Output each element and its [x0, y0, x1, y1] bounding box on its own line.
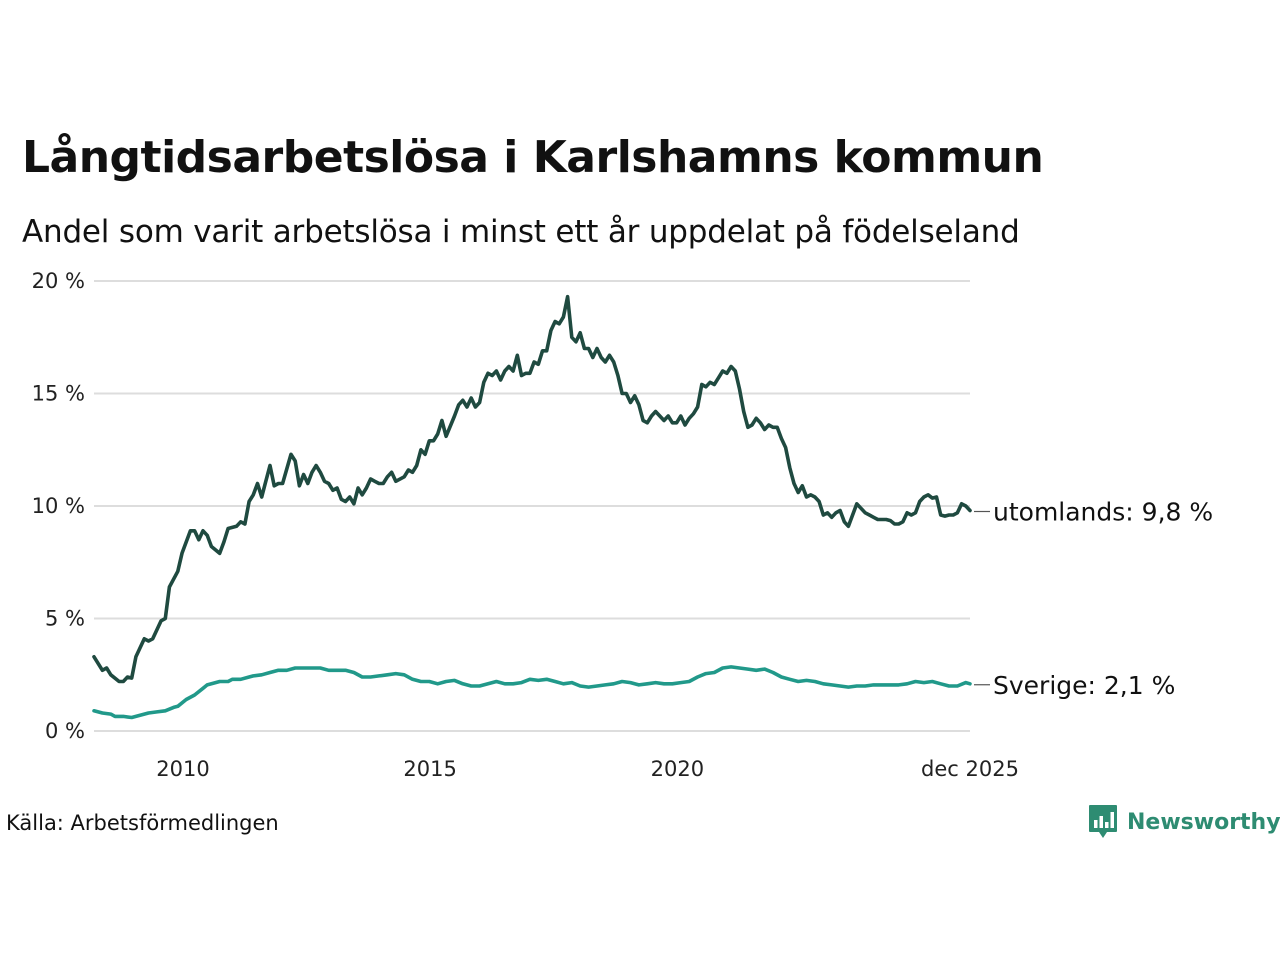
gridlines: [94, 280, 970, 732]
series-line-utomlands: [92, 294, 972, 684]
brand-logo: Newsworthy: [1088, 804, 1280, 840]
brand-name: Newsworthy: [1127, 809, 1280, 835]
series-end-label: Sverige: 2,1 %: [993, 671, 1175, 700]
y-tick-label: 5 %: [45, 607, 85, 631]
x-tick-label: dec 2025: [921, 757, 1019, 781]
y-tick-label: 20 %: [32, 269, 85, 293]
series-end-label: utomlands: 9,8 %: [993, 498, 1213, 527]
series-lines: [92, 294, 972, 720]
y-tick-label: 10 %: [32, 494, 85, 518]
source-note: Källa: Arbetsförmedlingen: [6, 811, 279, 835]
x-tick-label: 2015: [403, 757, 456, 781]
newsworthy-logo-icon: [1089, 805, 1117, 838]
y-axis-ticks: 0 % 5 % 10 % 15 % 20 %: [32, 269, 85, 743]
x-axis-ticks: 2010 2015 2020 dec 2025: [156, 757, 1019, 781]
x-tick-label: 2020: [651, 757, 704, 781]
y-tick-label: 0 %: [45, 719, 85, 743]
chart-subtitle: Andel som varit arbetslösa i minst ett å…: [22, 214, 1020, 250]
x-tick-label: 2010: [156, 757, 209, 781]
series-end-labels: utomlands: 9,8 % Sverige: 2,1 %: [974, 498, 1213, 700]
chart-title: Långtidsarbetslösa i Karlshamns kommun: [22, 132, 1044, 183]
y-tick-label: 15 %: [32, 382, 85, 406]
series-line-sverige: [92, 665, 972, 720]
